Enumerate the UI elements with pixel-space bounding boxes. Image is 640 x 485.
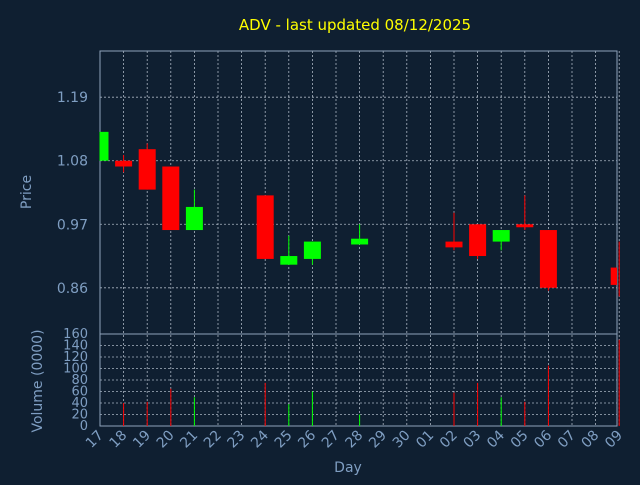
day-tick-label: 20 xyxy=(154,428,178,452)
day-tick-label: 06 xyxy=(531,427,555,451)
day-tick-label: 19 xyxy=(130,428,154,452)
candle-body xyxy=(492,230,510,242)
day-tick-label: 21 xyxy=(177,428,201,452)
price-tick-label: 1.08 xyxy=(57,154,88,170)
day-tick-label: 28 xyxy=(343,428,367,452)
volume-tick-label: 80 xyxy=(71,373,88,388)
volume-plot-frame xyxy=(99,333,618,427)
day-tick-label: 30 xyxy=(390,428,414,452)
volume-tick-label: 20 xyxy=(71,408,88,423)
candle-body xyxy=(516,224,534,228)
day-tick-label: 09 xyxy=(602,428,626,452)
price-tick-label: 0.97 xyxy=(57,217,88,233)
volume-tick-label: 60 xyxy=(71,385,88,400)
price-tick-label: 0.86 xyxy=(57,281,88,297)
candle-body xyxy=(280,256,298,265)
candle-body xyxy=(351,238,369,245)
day-tick-label: 01 xyxy=(413,428,437,452)
day-tick-label: 03 xyxy=(461,428,485,452)
candle-body xyxy=(469,224,487,257)
candle-body xyxy=(303,241,321,259)
volume-tick-label: 0 xyxy=(80,419,88,434)
candle-body xyxy=(162,166,180,231)
volume-tick-label: 40 xyxy=(71,396,88,411)
candle-body xyxy=(115,160,133,167)
day-tick-label: 23 xyxy=(225,428,249,452)
volume-tick-label: 120 xyxy=(63,350,88,365)
day-tick-label: 24 xyxy=(248,427,272,451)
candle-body xyxy=(610,267,617,285)
chart-title: ADV - last updated 08/12/2025 xyxy=(239,16,471,34)
volume-tick-label: 160 xyxy=(63,327,88,342)
price-tick-label: 1.19 xyxy=(57,90,88,106)
x-axis-label: Day xyxy=(334,460,362,476)
candle-body xyxy=(100,131,109,161)
day-tick-label: 18 xyxy=(107,428,131,452)
day-tick-label: 02 xyxy=(437,428,461,452)
day-tick-label: 08 xyxy=(579,428,603,452)
day-tick-label: 26 xyxy=(295,427,319,451)
candle-body xyxy=(539,230,557,288)
price-axis-label: Price xyxy=(19,175,35,209)
volume-tick-label: 100 xyxy=(63,362,88,377)
day-tick-label: 05 xyxy=(508,428,532,452)
day-tick-label: 27 xyxy=(319,428,343,452)
volume-tick-label: 140 xyxy=(63,339,88,354)
day-tick-label: 22 xyxy=(201,428,225,452)
volume-axis-label: Volume (0000) xyxy=(30,329,46,432)
day-tick-label: 04 xyxy=(484,427,508,451)
candle-body xyxy=(445,241,463,248)
candle-body xyxy=(185,206,203,231)
day-tick-label: 29 xyxy=(366,428,390,452)
candle-body xyxy=(256,195,274,259)
candle-body xyxy=(138,149,156,190)
day-tick-label: 07 xyxy=(555,428,579,452)
day-tick-label: 25 xyxy=(272,428,296,452)
